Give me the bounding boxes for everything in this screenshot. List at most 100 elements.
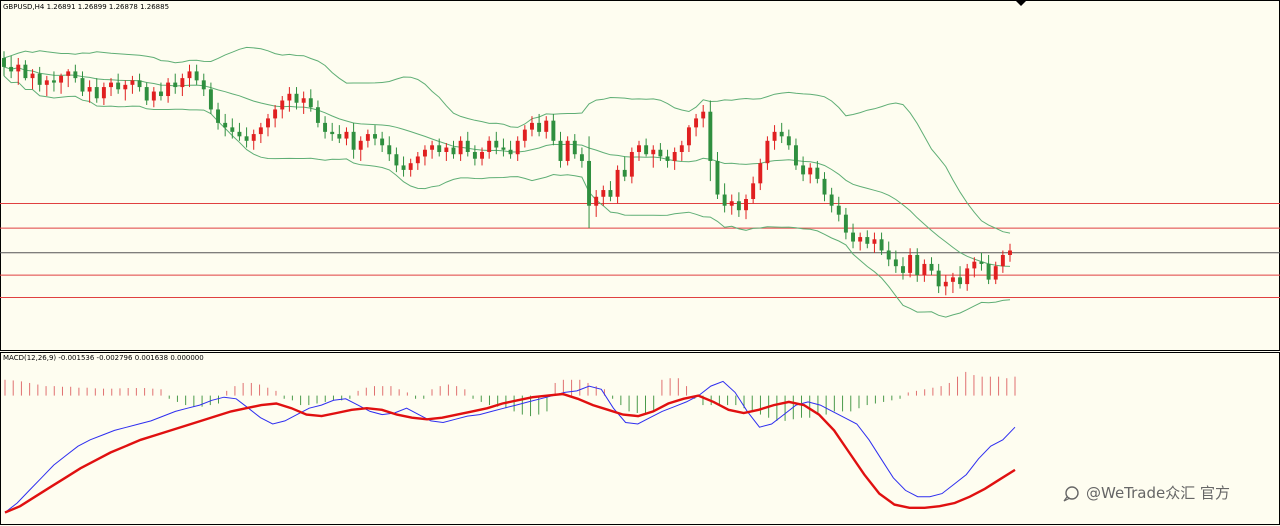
horizontal-lines — [0, 202, 1280, 299]
candle-body — [201, 80, 206, 90]
candle-body — [679, 145, 684, 152]
candle-body — [815, 167, 820, 179]
candle-body — [430, 145, 435, 150]
candle-body — [373, 134, 377, 139]
candle-body — [287, 93, 292, 101]
candle-body — [594, 196, 599, 206]
candle-body — [865, 237, 870, 244]
candle-body — [80, 78, 85, 92]
chart-shift-marker[interactable] — [1016, 1, 1026, 6]
candle-body — [530, 122, 534, 130]
candle-body — [629, 151, 634, 177]
candle-body — [380, 138, 385, 146]
candle-body — [273, 109, 278, 119]
candle-body — [943, 281, 948, 287]
candle-body — [66, 71, 71, 76]
candle-body — [522, 129, 527, 141]
candle-body — [537, 122, 542, 132]
candle-body — [315, 107, 320, 123]
candle-body — [23, 64, 28, 79]
candle-body — [187, 71, 192, 79]
candle-body — [551, 120, 556, 141]
candle-body — [137, 80, 142, 88]
candle-body — [722, 194, 727, 206]
band-upper — [3, 46, 1011, 234]
candle-body — [665, 156, 670, 161]
candle-body — [851, 232, 855, 242]
candle-body — [958, 277, 963, 285]
candle-body — [908, 254, 913, 273]
candle-body — [94, 87, 99, 99]
candle-body — [658, 149, 663, 157]
candle-body — [344, 131, 349, 139]
candle-body — [686, 127, 691, 146]
candle-body — [779, 131, 784, 137]
macd-histogram — [4, 371, 1016, 421]
candle-body — [123, 84, 128, 90]
candle-body — [701, 111, 706, 119]
candle-body — [744, 199, 748, 211]
candle-body — [494, 140, 499, 148]
candle-body — [394, 154, 399, 166]
candle-body — [736, 201, 741, 211]
candle-body — [444, 147, 449, 152]
candle-body — [515, 140, 520, 155]
candle-body — [801, 165, 806, 175]
candle-body — [872, 239, 877, 244]
watermark-text: @WeTrade众汇 官方 — [1086, 484, 1230, 502]
candle-body — [337, 134, 342, 139]
candle-body — [1000, 254, 1005, 267]
candle-body — [280, 100, 285, 110]
candle-body — [986, 263, 991, 280]
candle-body — [73, 71, 78, 79]
candle-body — [144, 87, 149, 101]
candle-body — [886, 250, 891, 260]
candle-body — [487, 140, 492, 152]
candle-body — [622, 169, 627, 177]
candle-body — [858, 237, 863, 242]
candle-body — [808, 167, 813, 175]
candle-body — [472, 151, 477, 159]
candle-body — [587, 160, 592, 206]
candle-body — [173, 82, 178, 88]
candle-body — [993, 266, 998, 280]
candle-body — [244, 136, 249, 141]
candle-body — [351, 131, 356, 150]
candle-body — [387, 145, 392, 155]
candlesticks — [2, 51, 1012, 296]
candle-body — [765, 140, 770, 164]
candle-body — [422, 149, 427, 157]
candle-body — [694, 118, 699, 128]
candle-body — [323, 122, 328, 132]
price-pane-title: GBPUSD,H4 1.26891 1.26899 1.26878 1.2688… — [3, 3, 169, 11]
candle-body — [223, 122, 228, 128]
candle-body — [729, 201, 734, 206]
macd-pane-title: MACD(12,26,9) -0.001536 -0.002796 0.0016… — [3, 354, 204, 362]
candle-body — [251, 134, 256, 141]
candle-body — [1008, 250, 1012, 255]
candle-body — [230, 127, 235, 132]
candle-body — [950, 277, 955, 282]
candle-body — [637, 145, 641, 152]
macd-signal-line — [4, 392, 1016, 514]
candle-body — [843, 214, 848, 233]
candle-body — [437, 145, 442, 152]
candle-body — [972, 261, 977, 269]
candle-body — [237, 131, 242, 137]
candle-body — [480, 151, 484, 159]
band-middle — [3, 66, 1011, 267]
candle-body — [301, 98, 306, 103]
candle-body — [672, 151, 677, 161]
candle-body — [893, 259, 898, 267]
candle-body — [465, 140, 470, 152]
candle-body — [644, 145, 649, 155]
candle-body — [751, 183, 756, 200]
candle-body — [615, 169, 620, 197]
candle-body — [116, 82, 121, 90]
candle-body — [915, 254, 920, 276]
candle-body — [758, 163, 763, 184]
candle-body — [708, 111, 713, 161]
candle-body — [793, 145, 798, 166]
